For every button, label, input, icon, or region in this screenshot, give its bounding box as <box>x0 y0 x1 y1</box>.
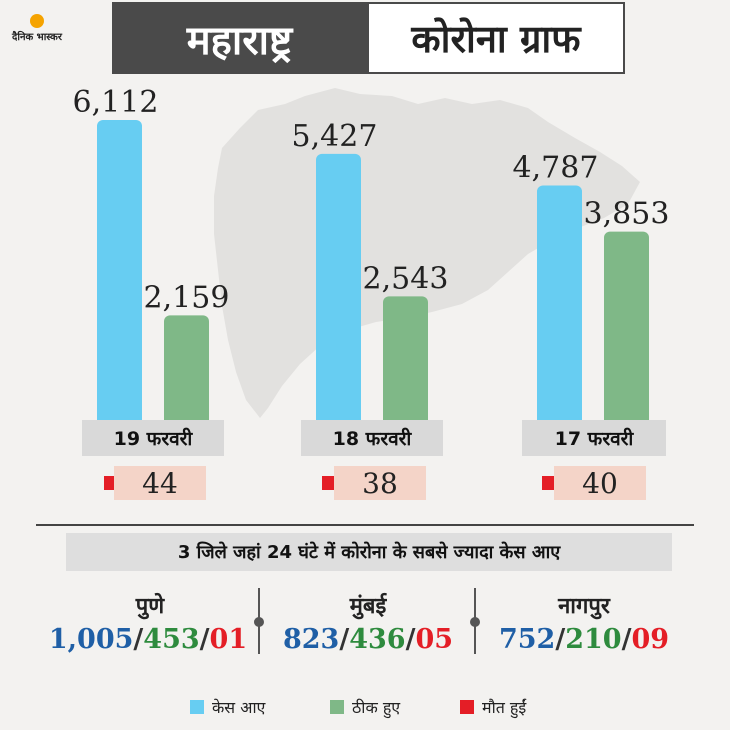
slash: / <box>199 624 210 655</box>
data-label-cases-1: 6,112 <box>73 85 159 120</box>
pune-recovered: 453 <box>143 624 200 655</box>
slash: / <box>133 624 144 655</box>
header-state-title: महाराष्ट्र <box>112 2 367 74</box>
city-name-mumbai: मुंबई <box>349 594 387 619</box>
stat-nagpur: 752/210/09 <box>469 624 699 655</box>
nagpur-deaths: 09 <box>631 624 670 655</box>
death-marker-icon <box>322 476 336 490</box>
deaths-value-18-feb: 38 <box>334 466 426 500</box>
districts-title: 3 जिले जहां 24 घंटे में कोरोना के सबसे ज… <box>66 533 672 571</box>
brand-logo: दैनिक भास्कर <box>12 12 62 62</box>
city-name-pune: पुणे <box>135 594 165 619</box>
bar-chart: 6,112 2,159 5,427 2,543 4,787 3,853 <box>73 85 670 428</box>
brand-logo-text: दैनिक भास्कर <box>12 32 62 43</box>
bar-recovered-3 <box>604 231 649 428</box>
data-label-recovered-2: 2,543 <box>363 261 449 296</box>
nagpur-recovered: 210 <box>565 624 622 655</box>
data-label-recovered-3: 3,853 <box>584 197 670 232</box>
data-label-cases-2: 5,427 <box>292 119 378 154</box>
date-label-18-feb: 18 फरवरी <box>301 420 443 456</box>
deaths-value-19-feb: 44 <box>114 466 206 500</box>
slash: / <box>621 624 632 655</box>
bar-cases-2 <box>316 153 361 428</box>
legend-swatch-recovered <box>330 700 344 714</box>
header-graph-title: कोरोना ग्राफ <box>367 2 625 74</box>
data-label-recovered-1: 2,159 <box>144 280 230 315</box>
sun-icon <box>30 14 44 28</box>
bar-cases-1 <box>97 120 142 428</box>
bar-recovered-2 <box>383 296 428 428</box>
slash: / <box>555 624 566 655</box>
legend-item-recovered: ठीक हुए <box>330 696 400 718</box>
pune-deaths: 01 <box>209 624 248 655</box>
nagpur-cases: 752 <box>498 624 556 655</box>
mumbai-recovered: 436 <box>349 624 406 655</box>
legend-label-recovered: ठीक हुए <box>352 698 401 717</box>
legend-item-cases: केस आए <box>190 696 265 718</box>
slash: / <box>405 624 416 655</box>
separator-dot <box>254 617 264 627</box>
bar-recovered-1 <box>164 315 209 428</box>
death-marker-icon <box>542 476 556 490</box>
city-name-nagpur: नागपुर <box>558 594 610 619</box>
bar-cases-3 <box>537 185 582 428</box>
date-label-17-feb: 17 फरवरी <box>522 420 666 456</box>
legend-swatch-cases <box>190 700 204 714</box>
deaths-value-17-feb: 40 <box>554 466 646 500</box>
slash: / <box>339 624 350 655</box>
mumbai-deaths: 05 <box>415 624 454 655</box>
section-divider <box>36 524 694 526</box>
legend-label-deaths: मौत हुईं <box>482 698 527 717</box>
legend-swatch-deaths <box>460 700 474 714</box>
stat-pune: 1,005/453/01 <box>33 624 263 655</box>
legend-item-deaths: मौत हुईं <box>460 696 526 718</box>
stat-mumbai: 823/436/05 <box>253 624 483 655</box>
separator-dot <box>470 617 480 627</box>
pune-cases: 1,005 <box>48 624 134 655</box>
legend-label-cases: केस आए <box>212 698 266 717</box>
data-label-cases-3: 4,787 <box>513 150 599 185</box>
mumbai-cases: 823 <box>282 624 340 655</box>
date-label-19-feb: 19 फरवरी <box>82 420 224 456</box>
